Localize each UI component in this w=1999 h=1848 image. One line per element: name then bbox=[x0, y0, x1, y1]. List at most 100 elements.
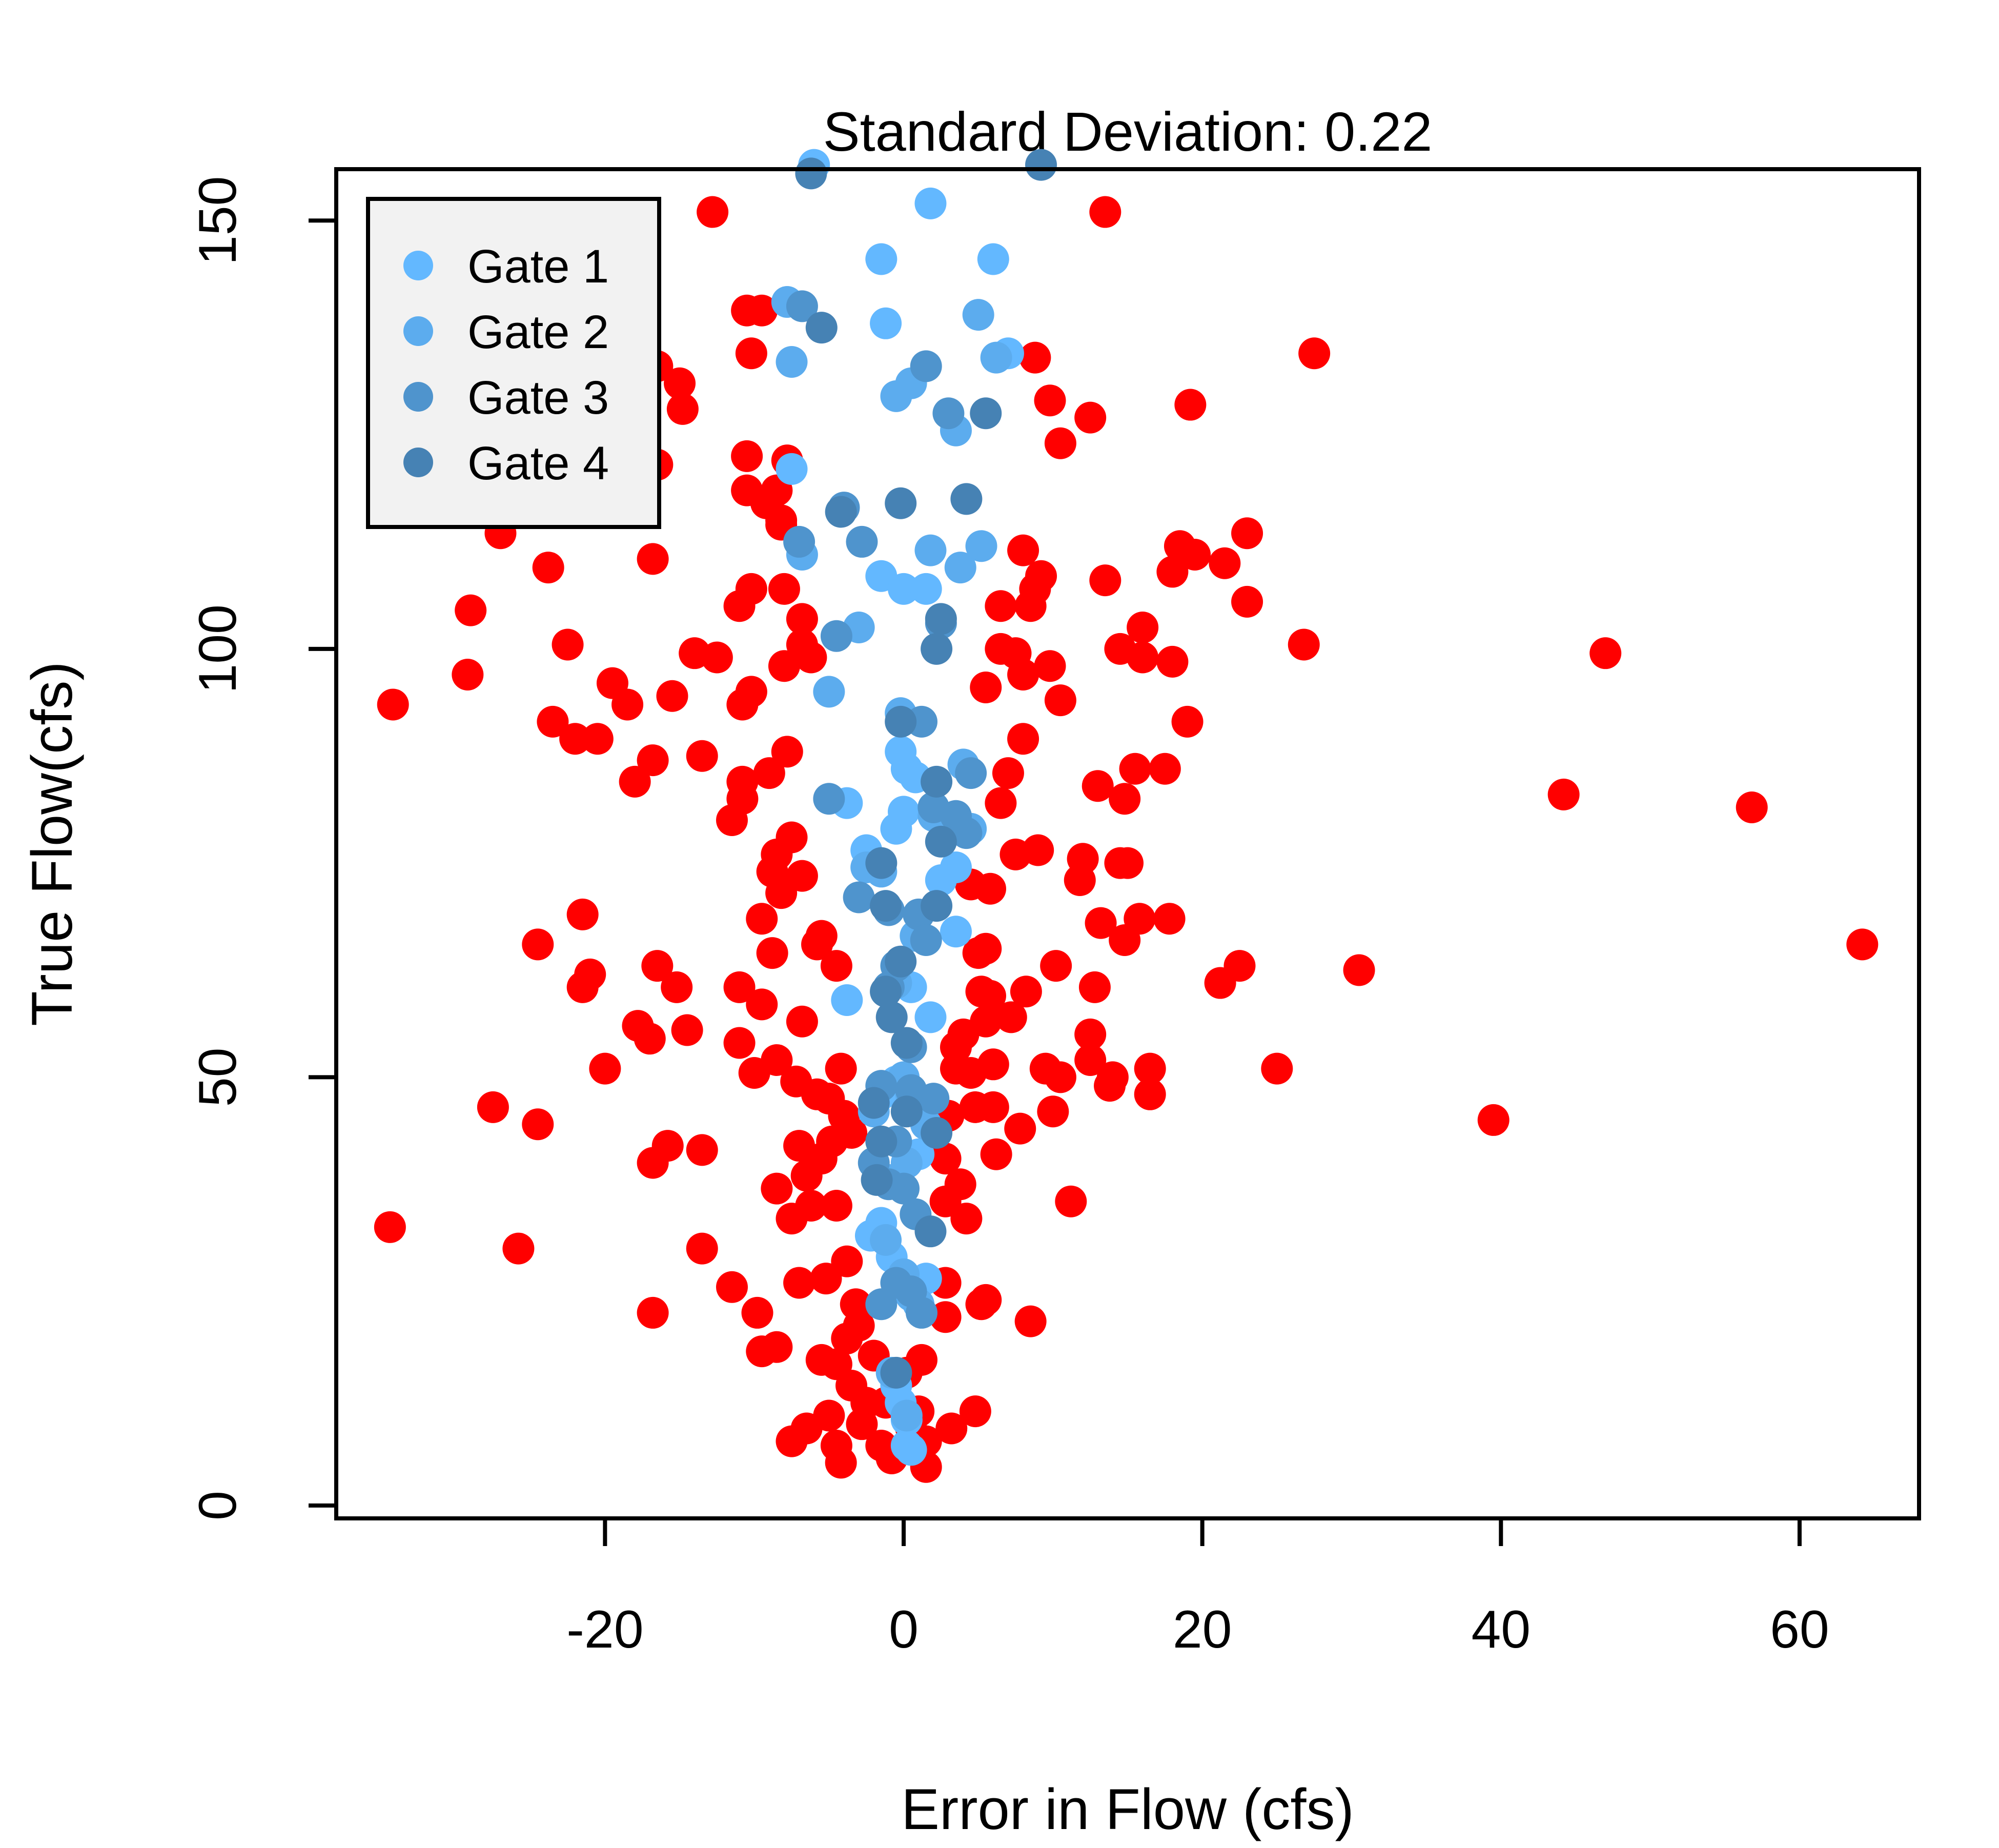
red-point bbox=[776, 821, 808, 854]
red-point bbox=[761, 1331, 793, 1363]
red-point bbox=[735, 573, 767, 605]
red-point bbox=[502, 1232, 535, 1265]
red-point bbox=[1034, 650, 1066, 682]
red-point bbox=[1037, 1095, 1069, 1128]
red-point bbox=[825, 1052, 857, 1085]
red-point bbox=[935, 1412, 968, 1445]
gate-4-point bbox=[885, 945, 917, 978]
x-tick-label: -20 bbox=[566, 1600, 643, 1659]
gate-1-point bbox=[940, 916, 972, 948]
red-point bbox=[761, 1044, 793, 1076]
red-point bbox=[1004, 1112, 1036, 1145]
red-point bbox=[1085, 907, 1117, 939]
red-point bbox=[974, 872, 1006, 905]
gate-4-point bbox=[885, 487, 917, 519]
red-point bbox=[581, 723, 614, 755]
red-point bbox=[1074, 1018, 1107, 1050]
gate-4-point bbox=[885, 705, 917, 738]
red-point bbox=[735, 676, 767, 708]
red-point bbox=[1127, 612, 1159, 644]
red-point bbox=[929, 1301, 962, 1333]
red-point bbox=[1124, 903, 1156, 935]
red-point bbox=[1343, 954, 1375, 986]
gate-2-point bbox=[965, 530, 997, 562]
gate-3-point bbox=[910, 924, 942, 956]
red-point bbox=[537, 705, 569, 738]
red-point bbox=[1231, 585, 1263, 618]
red-point bbox=[929, 1143, 962, 1175]
gate-3-point bbox=[820, 620, 852, 652]
red-point bbox=[1019, 341, 1051, 374]
data-points bbox=[374, 149, 1879, 1483]
y-tick-label: 150 bbox=[188, 176, 248, 266]
red-point bbox=[1134, 1078, 1166, 1110]
gate-2-point bbox=[914, 534, 947, 566]
red-point bbox=[1022, 834, 1054, 866]
gate-1-point bbox=[888, 796, 920, 828]
gate-4-point bbox=[795, 157, 827, 190]
gate-3-point bbox=[843, 881, 875, 913]
x-tick-label: 60 bbox=[1770, 1600, 1829, 1659]
red-point bbox=[1074, 1044, 1107, 1076]
red-point bbox=[783, 1267, 815, 1299]
red-point bbox=[651, 1130, 684, 1162]
red-point bbox=[756, 937, 788, 969]
gate-2-point bbox=[962, 299, 994, 331]
series-gate-4 bbox=[795, 149, 1057, 1389]
gate-2-point bbox=[980, 341, 1012, 374]
red-point bbox=[1055, 1185, 1087, 1217]
gate-3-point bbox=[917, 1083, 950, 1115]
red-point bbox=[1109, 783, 1141, 815]
red-point bbox=[970, 672, 1002, 704]
gate-4-point bbox=[921, 890, 953, 922]
red-point bbox=[974, 980, 1006, 1012]
red-point bbox=[786, 860, 818, 892]
red-point bbox=[1014, 1305, 1047, 1337]
gate-1-point bbox=[977, 243, 1009, 275]
red-point bbox=[619, 765, 651, 798]
red-point bbox=[741, 1296, 773, 1329]
red-point bbox=[1119, 753, 1151, 785]
red-point bbox=[1007, 534, 1039, 566]
legend-marker-gate-1 bbox=[403, 251, 433, 280]
gate-1-point bbox=[925, 864, 957, 897]
red-point bbox=[641, 950, 674, 982]
gate-3-point bbox=[786, 290, 818, 322]
legend-marker-gate-3 bbox=[403, 382, 433, 412]
red-point bbox=[820, 950, 852, 982]
red-point bbox=[1171, 705, 1204, 738]
gate-2-point bbox=[944, 552, 976, 584]
red-point bbox=[959, 1395, 991, 1428]
red-point bbox=[1231, 517, 1263, 550]
gate-4-point bbox=[865, 1125, 897, 1157]
red-point bbox=[1736, 791, 1768, 823]
red-point bbox=[1149, 753, 1181, 785]
red-point bbox=[661, 971, 693, 1003]
red-point bbox=[1089, 196, 1121, 228]
y-tick-label: 0 bbox=[188, 1491, 248, 1520]
red-point bbox=[666, 393, 699, 425]
gate-4-point bbox=[858, 1087, 890, 1119]
red-point bbox=[377, 688, 409, 721]
red-point bbox=[1040, 950, 1072, 982]
red-point bbox=[1846, 928, 1879, 961]
red-point bbox=[980, 1138, 1012, 1170]
gate-4-point bbox=[880, 1356, 912, 1389]
red-point bbox=[477, 1091, 509, 1123]
red-point bbox=[1156, 645, 1189, 678]
red-point bbox=[1044, 684, 1076, 717]
red-point bbox=[1025, 560, 1057, 592]
legend: Gate 1 Gate 2 Gate 3 Gate 4 bbox=[366, 197, 661, 529]
red-point bbox=[1082, 770, 1114, 802]
gate-4-point bbox=[921, 633, 953, 665]
red-point bbox=[1034, 384, 1066, 417]
gate-3-point bbox=[910, 350, 942, 382]
red-point bbox=[746, 903, 778, 935]
red-point bbox=[985, 787, 1017, 819]
red-point bbox=[1179, 539, 1211, 571]
red-point bbox=[1288, 628, 1320, 661]
red-point bbox=[1074, 401, 1107, 434]
red-point bbox=[1078, 971, 1111, 1003]
